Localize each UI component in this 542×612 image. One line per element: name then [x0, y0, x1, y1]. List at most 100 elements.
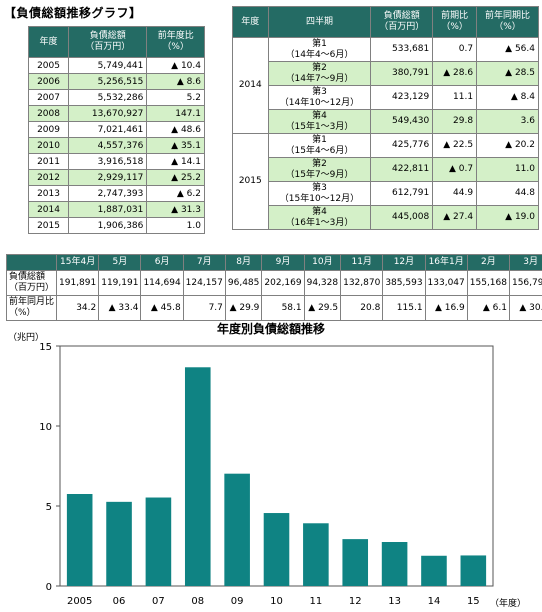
- x-tick-label: 2005: [67, 596, 92, 607]
- page-title: 【負債総額推移グラフ】: [4, 6, 142, 20]
- quarterly-year-cell: 2014: [232, 37, 269, 134]
- annual-row: 2013 2,747,393 ▲ 6.2: [27, 185, 205, 202]
- monthly-yoy-cell: ▲ 33.4: [98, 295, 142, 321]
- y-axis-label: （兆円）: [8, 332, 44, 343]
- monthly-yoy-cell: ▲ 29.9: [224, 295, 263, 321]
- quarterly-yoy-cell: ▲ 19.0: [476, 205, 539, 230]
- annual-year-cell: 2007: [27, 89, 70, 106]
- quarterly-row: 2014 第1 （14年4～6月） 533,681 0.7 ▲ 56.4: [232, 37, 539, 134]
- x-tick-label: 09: [231, 596, 244, 607]
- quarterly-row: 第4 （16年1～3月） 445,008 ▲ 27.4 ▲ 19.0: [233, 205, 539, 230]
- annual-row: 2012 2,929,117 ▲ 25.2: [27, 169, 205, 186]
- annual-ratio-cell: ▲ 6.2: [146, 185, 205, 202]
- monthly-yoy-cell: 34.2: [56, 295, 100, 321]
- quarterly-row: 2015 第1 （15年4～6月） 425,776 ▲ 22.5 ▲ 20.2: [232, 133, 539, 230]
- x-tick-label: 10: [270, 596, 283, 607]
- monthly-amount-cell: 133,047: [424, 270, 468, 296]
- quarterly-header-cell: 前期比 （%）: [432, 6, 478, 38]
- quarterly-period-cell: 第4 （16年1～3月）: [267, 205, 372, 230]
- monthly-row-label: 負債総額 （百万円）: [5, 270, 58, 296]
- monthly-amount-cell: 96,485: [224, 270, 263, 296]
- monthly-amount-cell: 119,191: [98, 270, 142, 296]
- monthly-header-cell: 9月: [261, 254, 305, 271]
- annual-header-cell: 年度: [27, 26, 70, 58]
- y-tick-label: 0: [46, 582, 52, 593]
- annual-ratio-cell: 1.0: [146, 217, 205, 234]
- bar-10: [263, 513, 290, 586]
- quarterly-prev-cell: 0.7: [432, 37, 478, 62]
- monthly-amount-cell: 385,593: [382, 270, 426, 296]
- bar-08: [184, 367, 211, 586]
- annual-row: 2008 13,670,927 147.1: [27, 105, 205, 122]
- quarterly-period-cell: 第4 （15年1～3月）: [267, 109, 372, 134]
- annual-year-cell: 2014: [27, 201, 70, 218]
- annual-year-cell: 2012: [27, 169, 70, 186]
- quarterly-yoy-cell: 44.8: [476, 181, 539, 206]
- y-tick-label: 5: [46, 502, 52, 513]
- annual-amount-cell: 4,557,376: [68, 137, 148, 154]
- annual-ratio-cell: 147.1: [146, 105, 205, 122]
- monthly-header-cell: 6月: [140, 254, 184, 271]
- annual-year-cell: 2013: [27, 185, 70, 202]
- monthly-header-cell: 15年4月: [56, 254, 100, 271]
- annual-ratio-cell: ▲ 31.3: [146, 201, 205, 218]
- quarterly-amount-cell: 422,811: [370, 157, 434, 182]
- monthly-header-row: 15年4月 5月 6月 7月 8月 9月 10月 11月 12月 16年1月 2月 3月: [5, 254, 542, 271]
- quarterly-header-cell: 四半期: [267, 6, 372, 38]
- annual-row: 2007 5,532,286 5.2: [27, 89, 205, 106]
- quarterly-amount-cell: 425,776: [370, 133, 434, 158]
- x-tick-label: 07: [152, 596, 165, 607]
- annual-row: 2009 7,021,461 ▲ 48.6: [27, 121, 205, 138]
- monthly-header-cell: 11月: [340, 254, 384, 271]
- annual-row: 2014 1,887,031 ▲ 31.3: [27, 201, 205, 218]
- quarterly-header-cell: 年度: [232, 6, 269, 38]
- annual-ratio-cell: ▲ 48.6: [146, 121, 205, 138]
- annual-row: 2011 3,916,518 ▲ 14.1: [27, 153, 205, 170]
- annual-ratio-cell: ▲ 8.6: [146, 73, 205, 90]
- monthly-yoy-row: 前年同月比 （%） 34.2 ▲ 33.4 ▲ 45.8 7.7 ▲ 29.9 58.1 ▲ 2…: [5, 295, 542, 321]
- quarterly-row: 第3 （14年10～12月） 423,129 11.1 ▲ 8.4: [233, 85, 539, 110]
- quarterly-period-cell: 第2 （14年7～9月）: [267, 61, 372, 86]
- monthly-header-cell: 16年1月: [424, 254, 468, 271]
- chart-title: 年度別負債総額推移: [217, 321, 325, 336]
- annual-year-cell: 2005: [27, 57, 70, 74]
- annual-row: 2006 5,256,515 ▲ 8.6: [27, 73, 205, 90]
- monthly-header-cell: 12月: [382, 254, 426, 271]
- annual-row: 2010 4,557,376 ▲ 35.1: [27, 137, 205, 154]
- annual-amount-cell: 7,021,461: [68, 121, 148, 138]
- monthly-yoy-cell: 115.1: [382, 295, 426, 321]
- bar-12: [342, 539, 369, 586]
- monthly-header-cell: 3月: [508, 254, 542, 271]
- x-tick-label: 06: [113, 596, 126, 607]
- monthly-yoy-cell: ▲ 29.5: [303, 295, 342, 321]
- bar-11: [303, 523, 329, 586]
- annual-year-cell: 2008: [27, 105, 70, 122]
- quarterly-yoy-cell: ▲ 56.4: [476, 37, 539, 62]
- annual-table: 年度 負債総額 （百万円） 前年度比 （%） 2005 5,749,441 ▲ 10.4 200…: [27, 26, 205, 234]
- x-tick-label: 13: [388, 596, 401, 607]
- annual-amount-cell: 13,670,927: [68, 105, 148, 122]
- quarterly-amount-cell: 423,129: [370, 85, 434, 110]
- monthly-yoy-cell: ▲ 16.9: [424, 295, 468, 321]
- x-axis-label: （年度）: [490, 597, 526, 609]
- annual-amount-cell: 2,929,117: [68, 169, 148, 186]
- monthly-yoy-cell: ▲ 6.1: [466, 295, 510, 321]
- bar-2005: [66, 494, 93, 586]
- x-tick-label: 15: [467, 596, 480, 607]
- bar-15: [460, 555, 487, 586]
- quarterly-period-cell: 第3 （14年10～12月）: [267, 85, 372, 110]
- monthly-yoy-cell: 58.1: [261, 295, 305, 321]
- quarterly-header-cell: 前年同期比 （%）: [476, 6, 539, 38]
- quarterly-year-cell: 2015: [232, 133, 269, 230]
- quarterly-yoy-cell: 11.0: [476, 157, 539, 182]
- annual-ratio-cell: ▲ 10.4: [146, 57, 205, 74]
- monthly-header-cell: 7月: [182, 254, 226, 271]
- annual-amount-cell: 5,532,286: [68, 89, 148, 106]
- y-tick-label: 15: [39, 342, 52, 353]
- quarterly-period-cell: 第1 （15年4～6月）: [267, 133, 372, 158]
- quarterly-prev-cell: 11.1: [432, 85, 478, 110]
- annual-amount-cell: 1,906,386: [68, 217, 148, 234]
- annual-year-cell: 2006: [27, 73, 70, 90]
- quarterly-row: 第2 （14年7～9月） 380,791 ▲ 28.6 ▲ 28.5: [233, 61, 539, 86]
- x-tick-label: 11: [309, 596, 322, 607]
